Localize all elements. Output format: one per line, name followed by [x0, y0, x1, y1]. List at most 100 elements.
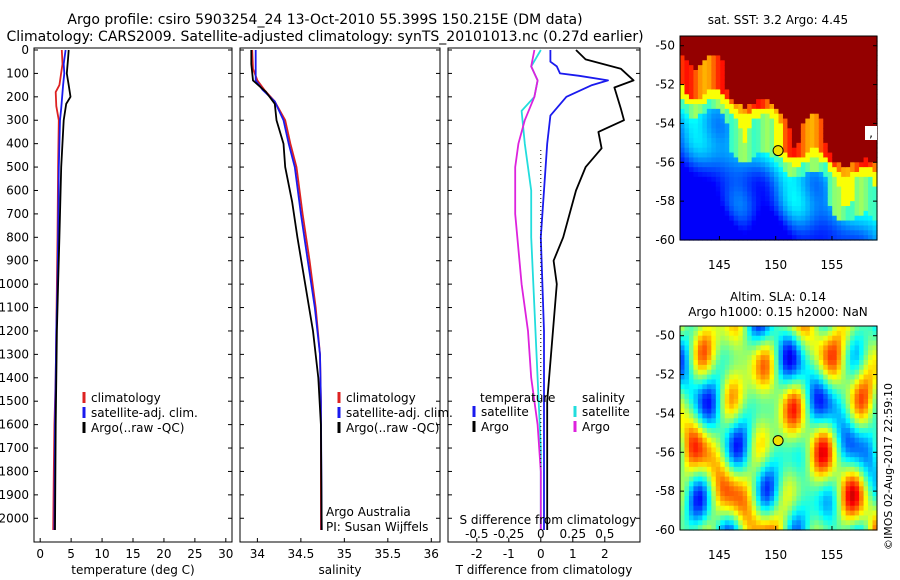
sla-map-cell [854, 476, 860, 483]
sst-map-cell [809, 225, 815, 231]
sst-map-cell [684, 65, 690, 71]
sla-map-cell [680, 350, 686, 356]
sla-map-cell [800, 491, 806, 497]
sla-map-cell [823, 374, 829, 381]
sla-map-cell [711, 389, 717, 395]
sst-map-cell [791, 215, 798, 222]
sla-map-cell [774, 457, 780, 463]
sla-map-cell [800, 340, 806, 347]
sla-map-cell [863, 326, 869, 332]
sst-map-cell [680, 191, 686, 197]
sla-map-cell [760, 491, 766, 497]
sst-map-cell [854, 133, 860, 139]
sst-map-cell [868, 118, 874, 125]
sst-map-cell [706, 104, 712, 110]
sst-map-cell [760, 152, 766, 159]
sla-map-cell [836, 442, 842, 449]
sst-map-cell [796, 138, 802, 144]
sla-map-cell [715, 500, 721, 507]
sla-map-cell [778, 350, 784, 356]
sst-map-xtick-label: 155 [821, 258, 844, 272]
sst-map-cell [845, 128, 851, 134]
sla-map-cell [720, 442, 726, 449]
sst-map-cell [688, 99, 695, 105]
sla-map-cell [711, 525, 717, 531]
sla-map-cell [711, 471, 717, 478]
sst-map-cell [738, 65, 744, 71]
sst-map-cell [868, 220, 874, 227]
sla-map-cell [841, 525, 847, 531]
sla-map-cell [827, 335, 833, 342]
sla-map-cell [765, 462, 771, 468]
sla-map-cell [769, 340, 775, 347]
sst-map-cell [814, 55, 820, 61]
sla-map-cell [760, 398, 766, 405]
sst-map-cell [711, 89, 717, 95]
sst-map-cell [688, 123, 695, 129]
sst-map-cell [872, 172, 878, 178]
sst-map-cell [697, 142, 703, 149]
sla-map-cell [818, 389, 824, 395]
sst-map-argo-marker [772, 145, 784, 157]
depth-tick-label: 500 [6, 160, 29, 174]
sla-map-cell [747, 340, 753, 347]
sla-map-cell [854, 364, 860, 371]
sst-map-cell [805, 133, 811, 139]
sst-map-cell [845, 206, 851, 212]
sla-map-cell [680, 447, 686, 453]
sst-map-cell [684, 215, 690, 222]
sla-map-cell [863, 481, 869, 487]
sst-map-cell [850, 235, 856, 241]
sla-map-cell [818, 476, 824, 483]
sst-map-cell [774, 65, 780, 71]
sla-map-cell [836, 379, 842, 385]
sla-map-cell [738, 510, 744, 517]
sst-map-cell [756, 123, 762, 129]
sst-map-cell [850, 215, 856, 222]
sst-map-cell [787, 206, 793, 212]
sla-map-cell [823, 408, 829, 415]
sla-map-cell [796, 510, 802, 517]
sla-map-cell [868, 442, 874, 449]
sla-map-cell [760, 360, 766, 366]
sst-map-cell [765, 123, 771, 129]
sst-map-cell [823, 123, 829, 129]
sst-map-cell [751, 191, 757, 197]
sst-map-cell [850, 142, 856, 149]
sst-map-cell [756, 210, 762, 217]
sst-map-cell [836, 172, 842, 178]
sla-map-cell [796, 437, 802, 444]
sst-map-cell [827, 215, 833, 222]
sst-map-cell [832, 60, 838, 66]
sst-map-cell [769, 50, 775, 57]
sla-map-cell [872, 442, 878, 449]
sla-map-cell [814, 398, 820, 405]
sst-map-cell [738, 152, 744, 159]
sst-map-cell [872, 108, 878, 115]
sst-map-cell [688, 118, 695, 125]
sst-map-cell [702, 65, 708, 71]
sla-map-cell [872, 515, 878, 521]
sla-map-cell [688, 403, 695, 410]
sla-map-cell [715, 398, 721, 405]
sla-map-cell [827, 447, 833, 453]
sla-map-cell [765, 500, 771, 507]
sst-map-cell [724, 181, 730, 188]
sst-map-cell [868, 162, 874, 168]
sla-map-cell [845, 403, 851, 410]
sla-map-cell [756, 496, 762, 502]
sla-map-cell [688, 413, 695, 419]
sla-map-cell [706, 389, 712, 395]
sla-map-cell [765, 491, 771, 497]
sst-map-cell [742, 70, 748, 76]
sla-map-cell [814, 335, 820, 342]
sla-map-cell [769, 476, 775, 483]
sst-map-cell [765, 113, 771, 120]
sst-map-cell [724, 186, 730, 193]
sla-map-cell [774, 413, 780, 419]
sst-map-cell [854, 230, 860, 236]
sst-map-cell [787, 94, 793, 100]
sst-map-cell [693, 94, 699, 100]
sla-map-cell [702, 384, 708, 390]
sst-map-cell [854, 60, 860, 66]
